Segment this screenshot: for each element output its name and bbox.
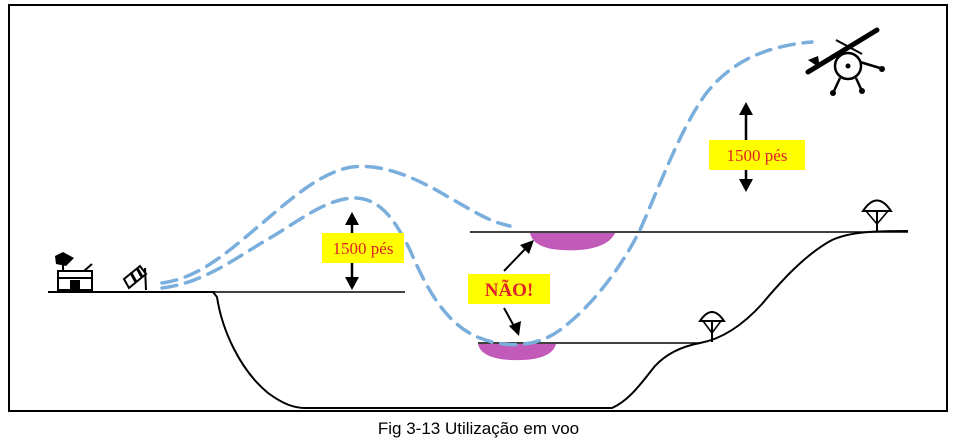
windsock-icon: [122, 264, 148, 291]
arrow-icon: [503, 240, 534, 272]
flight-diagram: 1500 pés 1500 pés NÃO!: [8, 4, 948, 412]
valley-terrain: [212, 230, 909, 409]
figure-frame: [8, 4, 948, 412]
upper-danger-zone: [530, 233, 615, 251]
building-icon: [55, 252, 93, 291]
tree-icon: [861, 199, 893, 231]
warning-label-text: NÃO!: [485, 279, 534, 301]
altitude-label-left: 1500 pés: [322, 233, 404, 263]
flight-path-upper: [160, 164, 512, 285]
tree-icon: [698, 311, 726, 342]
flight-path-lower: [160, 40, 814, 347]
aircraft-icon: [805, 27, 885, 96]
figure-caption: Fig 3-13 Utilização em voo: [377, 419, 580, 438]
lower-danger-zone: [478, 344, 556, 361]
altitude-label-right-text: 1500 pés: [727, 146, 788, 165]
altitude-label-left-text: 1500 pés: [333, 239, 394, 258]
altitude-label-right: 1500 pés: [709, 140, 805, 170]
warning-label: NÃO!: [468, 274, 550, 304]
arrow-icon: [503, 307, 521, 336]
